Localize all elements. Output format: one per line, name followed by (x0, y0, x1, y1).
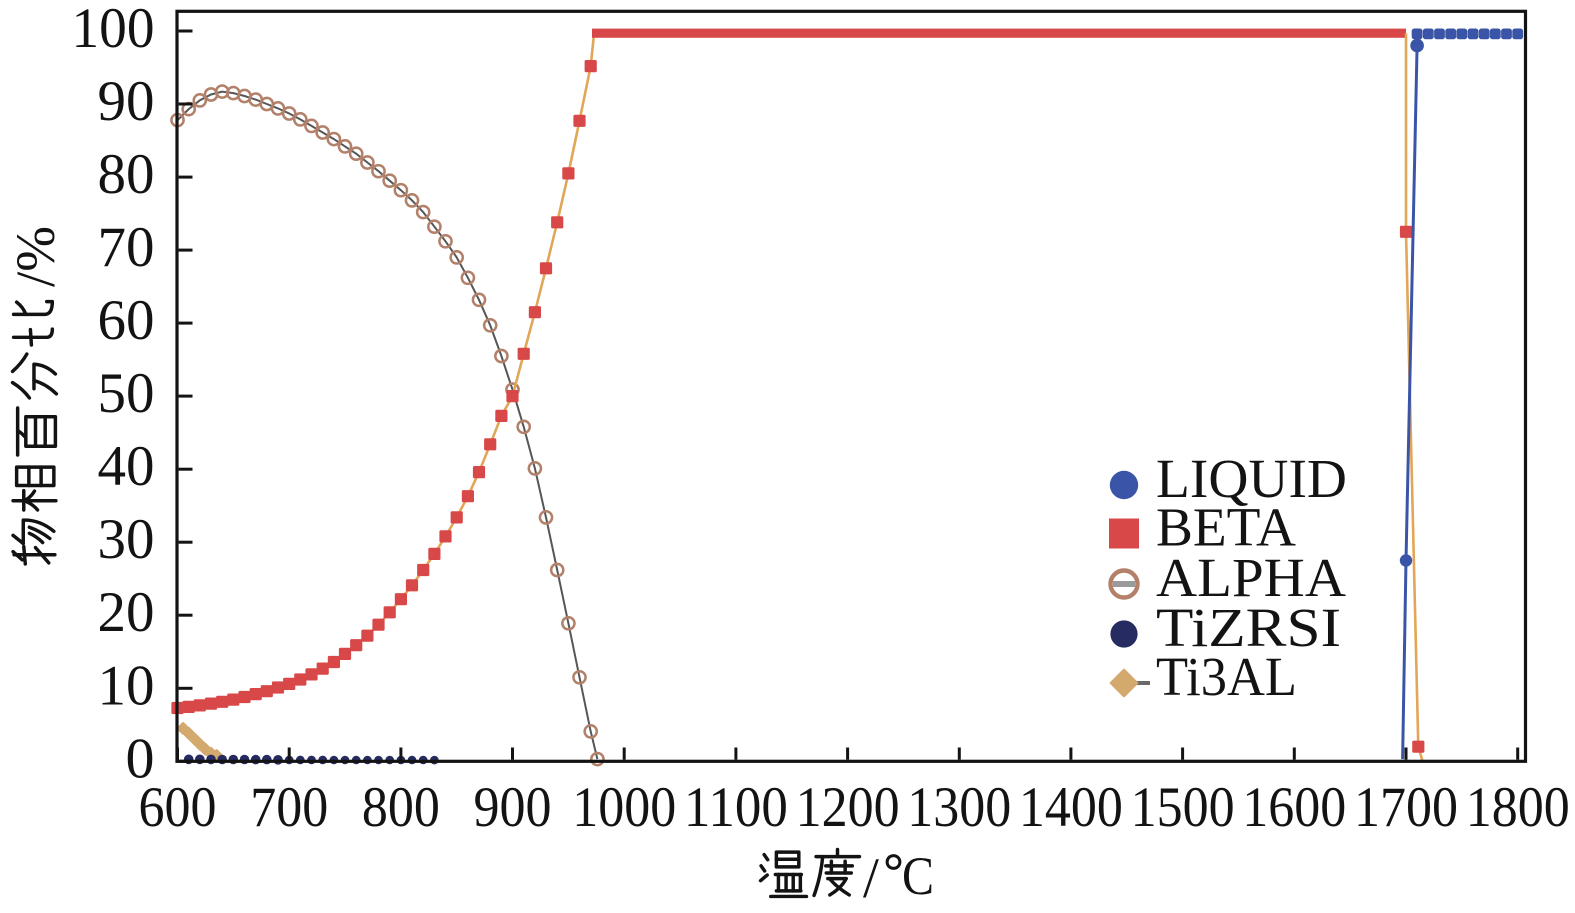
svg-text:C: C (902, 846, 934, 906)
svg-text:700: 700 (250, 776, 328, 839)
svg-text:/: / (863, 847, 879, 910)
svg-text:1000: 1000 (572, 776, 676, 839)
svg-text:900: 900 (474, 776, 552, 839)
svg-text:1800: 1800 (1466, 776, 1570, 839)
svg-text:60: 60 (98, 289, 155, 352)
svg-text:70: 70 (98, 216, 155, 279)
svg-text:/%: /% (5, 226, 66, 287)
svg-text:1100: 1100 (684, 776, 788, 839)
svg-text:30: 30 (98, 508, 155, 571)
svg-text:1600: 1600 (1242, 776, 1346, 839)
svg-text:ALPHA: ALPHA (1156, 547, 1346, 608)
svg-text:800: 800 (362, 776, 440, 839)
svg-text:50: 50 (98, 362, 155, 425)
svg-text:1400: 1400 (1019, 776, 1123, 839)
svg-text:1200: 1200 (796, 776, 900, 839)
svg-text:0: 0 (126, 727, 155, 790)
svg-text:LIQUID: LIQUID (1156, 448, 1347, 509)
svg-text:40: 40 (98, 435, 155, 498)
svg-text:600: 600 (139, 776, 217, 839)
svg-text:90: 90 (98, 70, 155, 133)
svg-text:80: 80 (98, 143, 155, 206)
svg-text:BETA: BETA (1156, 497, 1296, 558)
svg-text:20: 20 (98, 581, 155, 644)
svg-text:TiZRSI: TiZRSI (1156, 597, 1341, 658)
svg-text:1300: 1300 (907, 776, 1011, 839)
svg-text:10: 10 (98, 654, 155, 717)
svg-text:100: 100 (72, 0, 155, 60)
svg-text:1700: 1700 (1354, 776, 1458, 839)
svg-text:Ti3AL: Ti3AL (1156, 646, 1297, 707)
svg-text:1500: 1500 (1131, 776, 1235, 839)
